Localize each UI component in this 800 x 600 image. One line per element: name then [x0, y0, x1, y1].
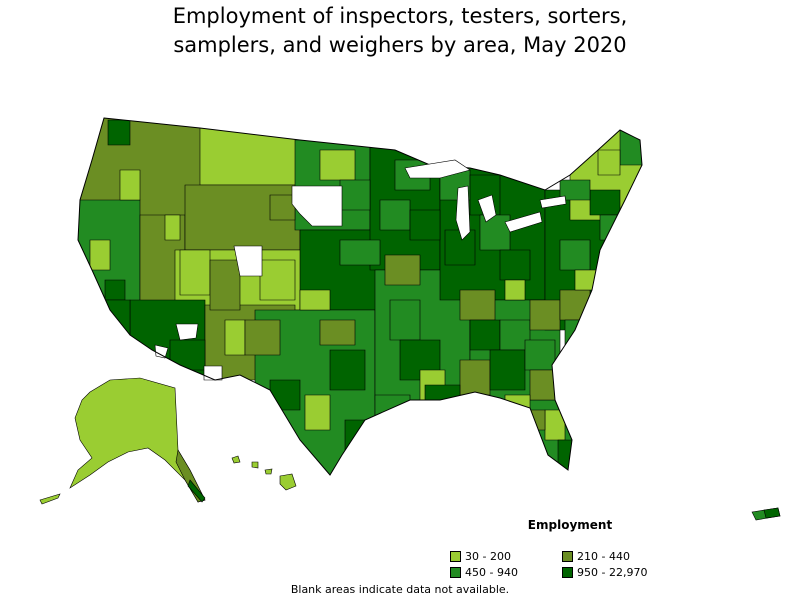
- puerto-rico: [751, 507, 781, 521]
- legend-swatch: [450, 550, 461, 562]
- alaska: [39, 377, 206, 505]
- legend-item-30-200: 30 - 200: [450, 549, 562, 563]
- legend-item-950-22970: 950 - 22,970: [562, 565, 674, 579]
- no-data-areas: [154, 185, 343, 381]
- hawaii: [231, 455, 297, 491]
- map-title: Employment of inspectors, testers, sorte…: [0, 2, 800, 60]
- legend-label: 30 - 200: [465, 549, 511, 563]
- legend-label: 210 - 440: [577, 549, 630, 563]
- legend-item-210-440: 210 - 440: [562, 549, 674, 563]
- legend-title: Employment: [527, 518, 613, 532]
- legend-label: 450 - 940: [465, 565, 518, 579]
- legend-items: 30 - 200 210 - 440 450 - 940 950 - 22,97…: [450, 549, 670, 579]
- legend: Employment 30 - 200 210 - 440 450 - 940 …: [450, 518, 670, 579]
- map-title-line-1: Employment of inspectors, testers, sorte…: [172, 4, 628, 28]
- legend-label: 950 - 22,970: [577, 565, 648, 579]
- legend-swatch: [562, 550, 573, 562]
- legend-item-450-940: 450 - 940: [450, 565, 562, 579]
- great-lakes: [404, 159, 567, 241]
- legend-swatch: [450, 566, 461, 578]
- footnote: Blank areas indicate data not available.: [290, 583, 510, 596]
- legend-swatch: [562, 566, 573, 578]
- map-title-line-2: samplers, and weighers by area, May 2020: [173, 33, 627, 57]
- us-outline: [77, 117, 643, 476]
